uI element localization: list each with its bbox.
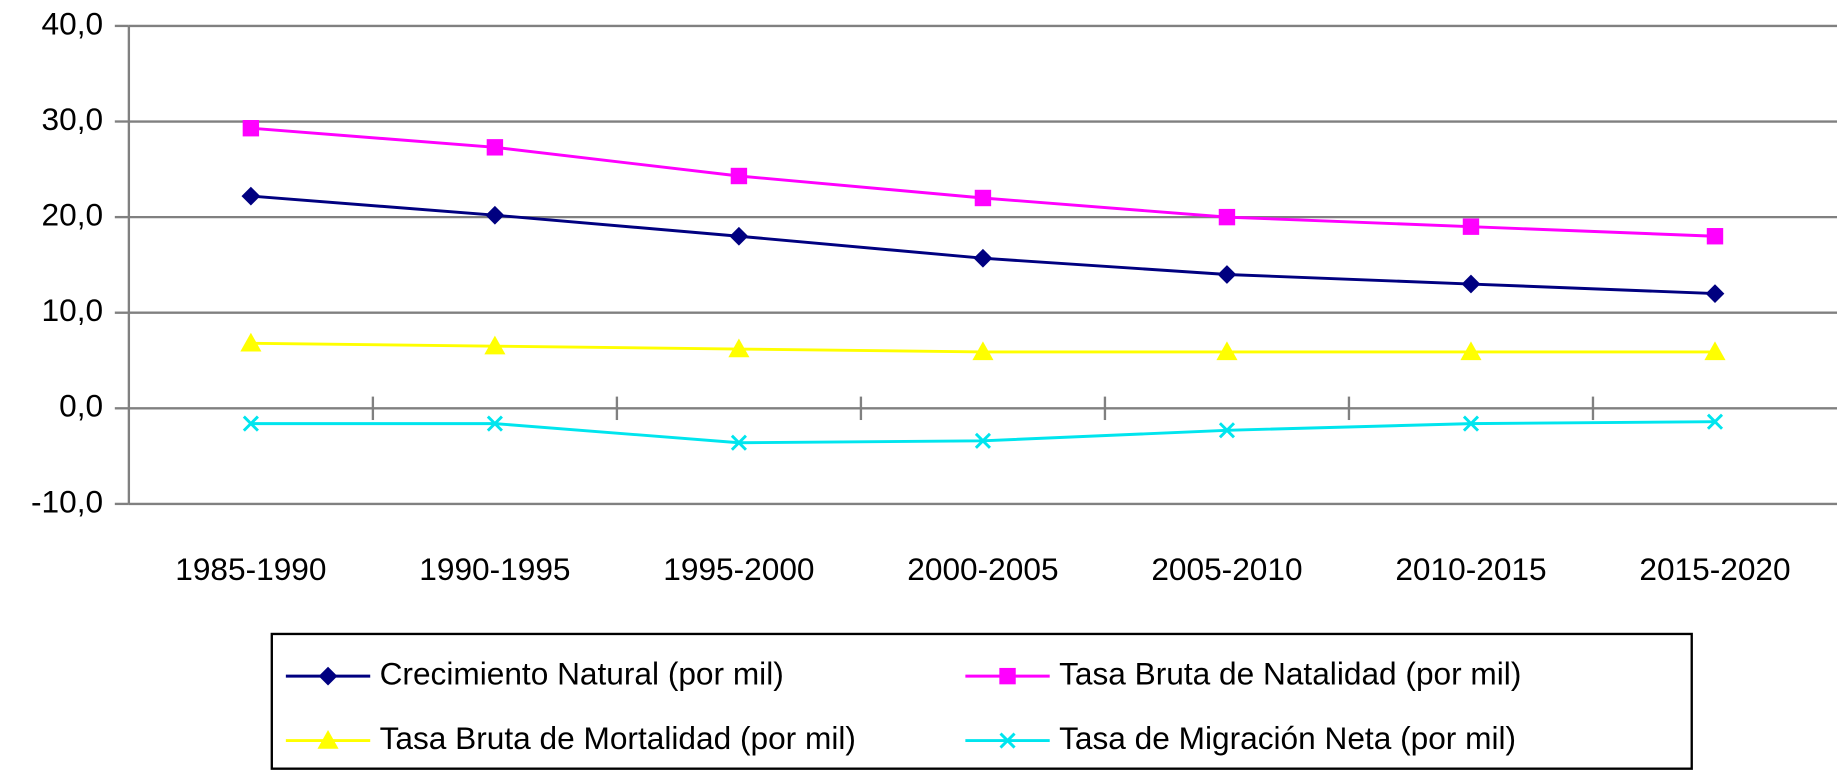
- y-tick-label: 10,0: [42, 292, 104, 328]
- point: [240, 332, 262, 352]
- legend-marker: [999, 667, 1016, 685]
- point: [730, 434, 747, 451]
- point: [1704, 341, 1726, 361]
- point: [1218, 208, 1236, 226]
- point: [972, 341, 994, 361]
- y-tick-label: -10,0: [31, 483, 103, 519]
- legend-label: Tasa de Migración Neta (por mil): [1059, 720, 1516, 756]
- legend-label: Tasa Bruta de Natalidad (por mil): [1059, 655, 1521, 691]
- point: [729, 226, 749, 246]
- point: [973, 248, 993, 268]
- point: [1705, 284, 1725, 303]
- point: [1460, 341, 1482, 361]
- point: [1462, 218, 1480, 235]
- point: [974, 189, 992, 207]
- point: [1461, 274, 1481, 294]
- y-tick-label: 40,0: [42, 5, 104, 41]
- series-line: [250, 194, 1716, 296]
- point: [1462, 415, 1480, 432]
- x-tick-label: 1985-1990: [175, 551, 326, 587]
- y-tick-label: 0,0: [59, 388, 103, 424]
- point: [242, 120, 260, 137]
- x-tick-label: 2015-2020: [1639, 551, 1790, 587]
- point: [730, 167, 748, 185]
- x-tick-label: 2000-2005: [907, 551, 1058, 587]
- point: [242, 415, 259, 432]
- point: [1218, 422, 1236, 439]
- point: [1706, 228, 1724, 245]
- point: [486, 415, 503, 432]
- legend-marker: [318, 666, 338, 686]
- legend-label: Crecimiento Natural (por mil): [380, 655, 784, 691]
- legend-marker: [317, 730, 339, 749]
- x-tick-label: 2005-2010: [1151, 551, 1302, 587]
- legend-box: [270, 632, 1693, 770]
- series-line: [250, 126, 1716, 238]
- y-tick-label: 20,0: [42, 196, 104, 232]
- point: [1216, 341, 1238, 361]
- point: [241, 186, 261, 206]
- point: [974, 432, 992, 449]
- point: [1217, 265, 1237, 284]
- x-tick-label: 1995-2000: [663, 551, 814, 587]
- point: [485, 205, 505, 225]
- y-tick-label: 30,0: [42, 101, 104, 137]
- point: [1706, 413, 1724, 430]
- point: [486, 139, 504, 156]
- point: [484, 335, 506, 355]
- x-tick-label: 1990-1995: [419, 551, 570, 587]
- legend-label: Tasa Bruta de Mortalidad (por mil): [380, 720, 856, 756]
- legend-marker: [999, 732, 1016, 749]
- x-tick-label: 2010-2015: [1395, 551, 1546, 587]
- point: [728, 338, 750, 358]
